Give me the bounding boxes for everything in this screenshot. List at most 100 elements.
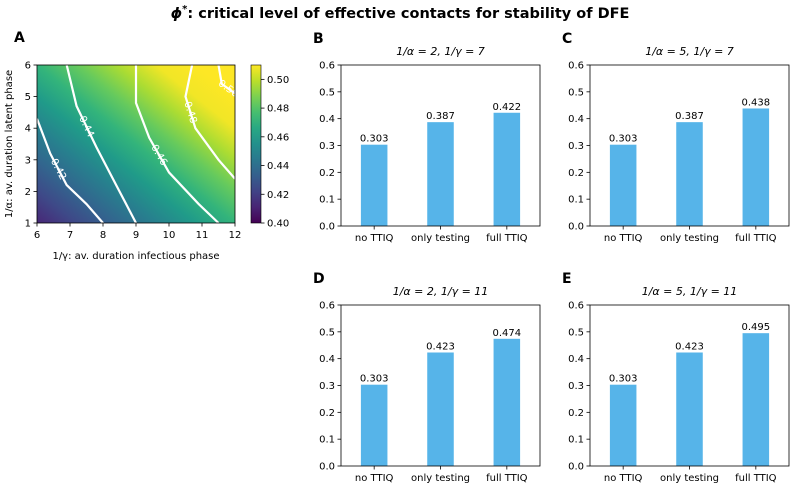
y-tick-label: 0.1 bbox=[568, 195, 584, 206]
panel-title: 1/α = 2, 1/γ = 7 bbox=[396, 45, 485, 58]
y-tick-label: 0.3 bbox=[568, 381, 584, 392]
x-tick-label: 12 bbox=[229, 230, 242, 241]
bar bbox=[360, 144, 388, 226]
colorbar-tick-label: 0.46 bbox=[267, 132, 289, 143]
x-tick-label: 8 bbox=[100, 230, 106, 241]
panel-letter: E bbox=[562, 271, 572, 287]
contour-line bbox=[217, 64, 236, 95]
panel-title: 1/α = 2, 1/γ = 11 bbox=[393, 285, 489, 298]
panel-letter: A bbox=[14, 30, 25, 46]
colorbar-tick-label: 0.48 bbox=[267, 104, 289, 115]
y-tick-label: 0.6 bbox=[319, 61, 335, 72]
axes-frame bbox=[589, 304, 790, 467]
y-tick-label: 0.1 bbox=[319, 195, 335, 206]
colorbar-tick-label: 0.40 bbox=[267, 219, 289, 230]
colorbar-tick-label: 0.42 bbox=[267, 190, 289, 201]
y-tick-label: 0.3 bbox=[319, 141, 335, 152]
y-tick-label: 6 bbox=[25, 61, 31, 72]
y-tick-label: 1 bbox=[25, 219, 31, 230]
y-tick-label: 0.1 bbox=[568, 435, 584, 446]
y-tick-label: 0.3 bbox=[568, 141, 584, 152]
panel-title: 1/α = 5, 1/γ = 11 bbox=[642, 285, 738, 298]
x-tick-label: only testing bbox=[411, 233, 470, 244]
y-tick-label: 0.0 bbox=[319, 462, 335, 473]
panel-letter: C bbox=[562, 31, 572, 47]
bar-value-label: 0.438 bbox=[742, 97, 771, 108]
y-tick-label: 2 bbox=[25, 187, 31, 198]
bar bbox=[493, 338, 521, 466]
y-tick-label: 0.2 bbox=[568, 168, 584, 179]
bar bbox=[360, 384, 388, 466]
x-tick-label: 10 bbox=[163, 230, 176, 241]
axes-frame bbox=[340, 64, 541, 227]
y-tick-label: 0.0 bbox=[319, 222, 335, 233]
bar bbox=[742, 108, 770, 226]
contour-line bbox=[134, 65, 220, 224]
bar-value-label: 0.474 bbox=[493, 328, 522, 339]
bar-value-label: 0.387 bbox=[426, 111, 455, 122]
x-tick-label: 6 bbox=[34, 230, 40, 241]
y-tick-label: 3 bbox=[25, 155, 31, 166]
bar bbox=[676, 122, 703, 226]
y-tick-label: 0.2 bbox=[568, 408, 584, 419]
bar-value-label: 0.495 bbox=[742, 322, 771, 333]
bar-value-label: 0.303 bbox=[609, 134, 638, 145]
x-tick-label: no TTIQ bbox=[604, 233, 643, 244]
x-tick-label: full TTIQ bbox=[486, 473, 528, 484]
panel-letter: D bbox=[313, 271, 325, 287]
y-tick-label: 0.6 bbox=[319, 301, 335, 312]
axes-frame bbox=[340, 304, 541, 467]
y-tick-label: 0.4 bbox=[568, 114, 584, 125]
x-tick-label: only testing bbox=[660, 233, 719, 244]
x-tick-label: no TTIQ bbox=[604, 473, 643, 484]
x-tick-label: 7 bbox=[67, 230, 73, 241]
y-tick-label: 0.6 bbox=[568, 61, 584, 72]
y-tick-label: 0.2 bbox=[319, 408, 335, 419]
figure-title: ϕ*: critical level of effective contacts… bbox=[171, 4, 630, 22]
x-tick-label: only testing bbox=[660, 473, 719, 484]
panel-title: 1/α = 5, 1/γ = 7 bbox=[645, 45, 734, 58]
x-tick-label: no TTIQ bbox=[355, 473, 394, 484]
panel-d: D 1/α = 2, 1/γ = 11 0.0 0.1 0.2 0.3 0.4 0.5 0.6 0… bbox=[313, 271, 541, 484]
bar-value-label: 0.387 bbox=[675, 111, 704, 122]
y-axis-label: 1/α: av. duration latent phase bbox=[4, 70, 15, 218]
y-tick-label: 0.5 bbox=[319, 87, 335, 98]
y-tick-label: 0.4 bbox=[319, 354, 335, 365]
panel-e: E 1/α = 5, 1/γ = 11 0.0 0.1 0.2 0.3 0.4 0.5 0.6 0… bbox=[562, 271, 790, 484]
bar bbox=[427, 122, 454, 226]
y-tick-label: 0.4 bbox=[319, 114, 335, 125]
x-tick-label: 11 bbox=[196, 230, 209, 241]
colorbar bbox=[250, 64, 262, 224]
bar-value-label: 0.423 bbox=[675, 341, 704, 352]
bar-value-label: 0.303 bbox=[360, 374, 389, 385]
x-axis-label: 1/γ: av. duration infectious phase bbox=[52, 251, 219, 262]
bar-value-label: 0.422 bbox=[493, 102, 522, 113]
x-tick-label: full TTIQ bbox=[735, 233, 777, 244]
y-tick-label: 0.2 bbox=[319, 168, 335, 179]
x-tick-label: no TTIQ bbox=[355, 233, 394, 244]
panel-c: C 1/α = 5, 1/γ = 7 0.0 0.1 0.2 0.3 0.4 0.5 0.6 0.… bbox=[562, 31, 790, 244]
y-tick-label: 0.0 bbox=[568, 462, 584, 473]
bar-value-label: 0.303 bbox=[360, 134, 389, 145]
y-tick-label: 0.5 bbox=[568, 327, 584, 338]
bar-value-label: 0.303 bbox=[609, 374, 638, 385]
y-tick-label: 0.6 bbox=[568, 301, 584, 312]
y-tick-label: 0.5 bbox=[319, 327, 335, 338]
bar bbox=[609, 384, 637, 466]
panel-a: A0.420.440.460.480.506 7 8 9 10 11 121234561/γ… bbox=[4, 30, 289, 262]
contour-line bbox=[65, 64, 137, 224]
contour-line bbox=[184, 64, 236, 180]
panel-letter: B bbox=[313, 31, 324, 47]
x-tick-label: full TTIQ bbox=[486, 233, 528, 244]
bar-value-label: 0.423 bbox=[426, 341, 455, 352]
bar bbox=[742, 333, 770, 466]
y-tick-label: 4 bbox=[25, 124, 31, 135]
y-tick-label: 0.5 bbox=[568, 87, 584, 98]
bar bbox=[609, 144, 637, 226]
contour-line bbox=[35, 118, 104, 224]
bar bbox=[493, 112, 521, 226]
x-tick-label: 9 bbox=[133, 230, 139, 241]
bar bbox=[427, 352, 454, 466]
panel-b: B 1/α = 2, 1/γ = 7 0.0 0.1 0.2 0.3 0.4 0.5 0.6 0.… bbox=[313, 31, 541, 244]
